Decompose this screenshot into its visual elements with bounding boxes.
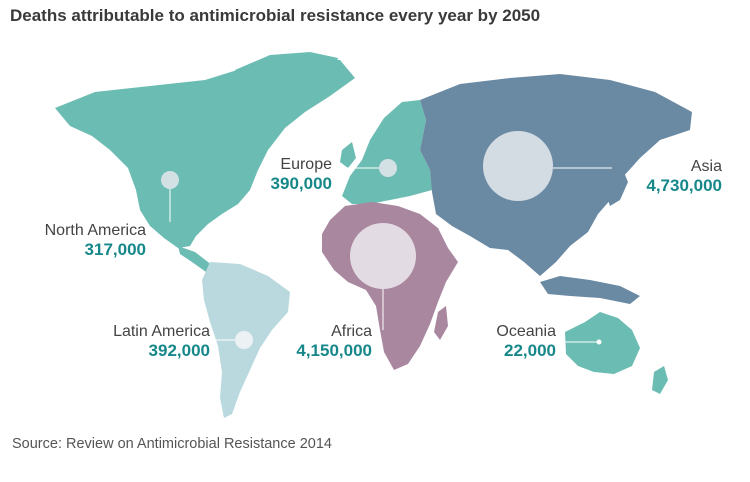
europe-bubble <box>379 159 397 177</box>
source-note: Source: Review on Antimicrobial Resistan… <box>12 436 332 452</box>
japan-landmass <box>606 168 628 206</box>
asia-name: Asia <box>690 158 722 175</box>
oceania-name: Oceania <box>496 323 556 340</box>
europe-label: Europe 390,000 <box>240 156 332 194</box>
oceania-label: Oceania 22,000 <box>470 323 556 361</box>
chart-title: Deaths attributable to antimicrobial res… <box>10 6 541 25</box>
north-america-label: North America 317,000 <box>20 222 146 260</box>
europe-name: Europe <box>280 156 332 173</box>
latin-america-value: 392,000 <box>148 341 210 360</box>
asia-label: Asia 4,730,000 <box>610 158 722 196</box>
north-america-bubble <box>161 171 179 189</box>
southeast-asia-islands <box>540 276 640 304</box>
africa-label: Africa 4,150,000 <box>270 323 372 361</box>
africa-value: 4,150,000 <box>296 341 372 360</box>
africa-bubble <box>350 223 416 289</box>
uk-landmass <box>340 142 356 168</box>
north-america-value: 317,000 <box>84 240 146 259</box>
oceania-value: 22,000 <box>504 341 556 360</box>
new-zealand-landmass <box>652 366 668 394</box>
greenland-landmass <box>235 52 338 118</box>
asia-value: 4,730,000 <box>646 176 722 195</box>
europe-value: 390,000 <box>270 174 332 193</box>
europe-landmass <box>342 100 432 204</box>
asia-landmass <box>420 74 692 276</box>
north-america-name: North America <box>44 222 146 239</box>
central-america-landmass <box>178 246 215 272</box>
latin-america-bubble <box>235 331 253 349</box>
latin-america-name: Latin America <box>113 323 210 340</box>
latin-america-label: Latin America 392,000 <box>90 323 210 361</box>
madagascar-landmass <box>434 306 448 340</box>
oceania-landmass <box>565 312 640 374</box>
africa-name: Africa <box>331 323 372 340</box>
asia-bubble <box>483 131 553 201</box>
oceania-bubble <box>596 339 602 345</box>
